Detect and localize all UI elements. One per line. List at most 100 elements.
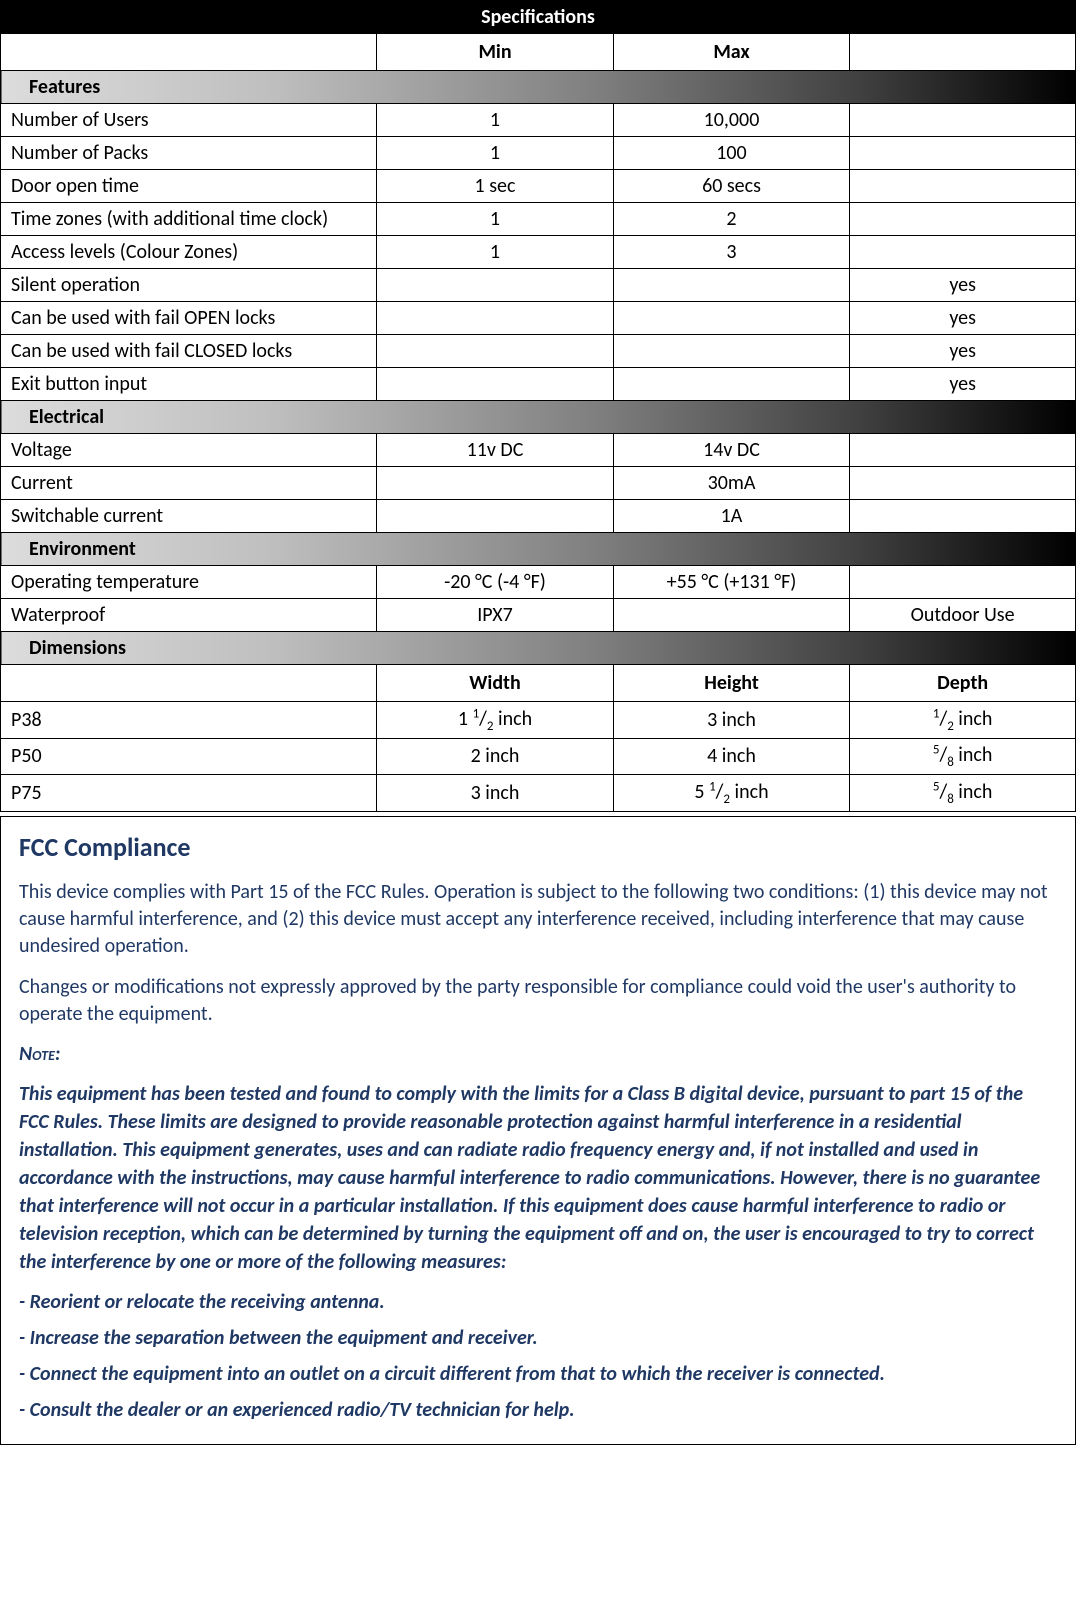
cell-label: P50 xyxy=(1,738,377,775)
cell-label: Exit button input xyxy=(1,368,377,401)
cell-max: 1A xyxy=(613,500,850,533)
table-row: Can be used with fail CLOSED locks yes xyxy=(1,335,1076,368)
cell-min: 1 xyxy=(377,203,614,236)
cell-label: Waterproof xyxy=(1,599,377,632)
table-row: Exit button input yes xyxy=(1,368,1076,401)
cell-min xyxy=(377,302,614,335)
cell-label: Can be used with fail CLOSED locks xyxy=(1,335,377,368)
cell-max: 60 secs xyxy=(613,170,850,203)
cell-label: Switchable current xyxy=(1,500,377,533)
table-row: Silent operation yes xyxy=(1,269,1076,302)
cell-label: Silent operation xyxy=(1,269,377,302)
cell-max: 100 xyxy=(613,137,850,170)
cell-width: 2 inch xyxy=(377,738,614,775)
cell-max xyxy=(613,302,850,335)
compliance-para-2: Changes or modifications not expressly a… xyxy=(19,974,1057,1028)
table-row: Time zones (with additional time clock)1… xyxy=(1,203,1076,236)
cell-label: Voltage xyxy=(1,434,377,467)
note-body: This equipment has been tested and found… xyxy=(19,1080,1057,1276)
table-row: Door open time1 sec60 secs xyxy=(1,170,1076,203)
cell-width: 3 inch xyxy=(377,775,614,812)
cell-label: P75 xyxy=(1,775,377,812)
spec-body: FeaturesNumber of Users110,000Number of … xyxy=(1,71,1076,812)
bullet-list: - Reorient or relocate the receiving ant… xyxy=(19,1290,1057,1422)
table-row: Number of Users110,000 xyxy=(1,104,1076,137)
section-label: Dimensions xyxy=(1,632,1076,665)
cell-min: 1 xyxy=(377,104,614,137)
cell-label: Time zones (with additional time clock) xyxy=(1,203,377,236)
cell-label: Operating temperature xyxy=(1,566,377,599)
cell-min: 1 sec xyxy=(377,170,614,203)
cell-extra: yes xyxy=(850,368,1076,401)
cell-extra xyxy=(850,104,1076,137)
cell-extra: yes xyxy=(850,269,1076,302)
cell-max xyxy=(613,599,850,632)
spec-title: Specifications xyxy=(1,1,1076,34)
table-row: Voltage11v DC14v DC xyxy=(1,434,1076,467)
section-label: Electrical xyxy=(1,401,1076,434)
cell-max: 30mA xyxy=(613,467,850,500)
cell-height: 3 inch xyxy=(613,702,850,739)
cell-height: 5 1/2 inch xyxy=(613,775,850,812)
cell-extra xyxy=(850,467,1076,500)
cell-max: +55 °C (+131 °F) xyxy=(613,566,850,599)
cell-extra xyxy=(850,137,1076,170)
table-row: P502 inch4 inch5/8 inch xyxy=(1,738,1076,775)
bullet-item: - Connect the equipment into an outlet o… xyxy=(19,1362,1057,1386)
note-label: Note: xyxy=(19,1042,1057,1066)
cell-min: 11v DC xyxy=(377,434,614,467)
cell-max: 2 xyxy=(613,203,850,236)
col-extra-header xyxy=(850,34,1076,71)
specifications-table: Specifications Min Max FeaturesNumber of… xyxy=(0,0,1076,812)
dim-col-depth: Depth xyxy=(850,665,1076,702)
cell-min xyxy=(377,368,614,401)
table-row: Current30mA xyxy=(1,467,1076,500)
dim-header-row: WidthHeightDepth xyxy=(1,665,1076,702)
table-row: Switchable current 1A xyxy=(1,500,1076,533)
cell-label: Door open time xyxy=(1,170,377,203)
cell-max xyxy=(613,269,850,302)
cell-min: 1 xyxy=(377,236,614,269)
cell-max xyxy=(613,335,850,368)
bullet-item: - Increase the separation between the eq… xyxy=(19,1326,1057,1350)
cell-extra xyxy=(850,203,1076,236)
compliance-title: FCC Compliance xyxy=(19,831,1057,863)
cell-extra xyxy=(850,500,1076,533)
spec-header-row: Min Max xyxy=(1,34,1076,71)
cell-extra: yes xyxy=(850,302,1076,335)
table-row: P753 inch5 1/2 inch5/8 inch xyxy=(1,775,1076,812)
cell-max: 14v DC xyxy=(613,434,850,467)
cell-depth: 1/2 inch xyxy=(850,702,1076,739)
dim-col-height: Height xyxy=(613,665,850,702)
section-row: Features xyxy=(1,71,1076,104)
cell-extra xyxy=(850,566,1076,599)
cell-extra: Outdoor Use xyxy=(850,599,1076,632)
cell-depth: 5/8 inch xyxy=(850,775,1076,812)
compliance-para-1: This device complies with Part 15 of the… xyxy=(19,879,1057,960)
col-min-header: Min xyxy=(377,34,614,71)
table-row: Operating temperature-20 °C (-4 °F)+55 °… xyxy=(1,566,1076,599)
section-row: Electrical xyxy=(1,401,1076,434)
cell-label: Number of Users xyxy=(1,104,377,137)
table-row: Access levels (Colour Zones)13 xyxy=(1,236,1076,269)
cell-extra xyxy=(850,236,1076,269)
cell-depth: 5/8 inch xyxy=(850,738,1076,775)
table-row: Number of Packs1100 xyxy=(1,137,1076,170)
cell-min: IPX7 xyxy=(377,599,614,632)
bullet-item: - Reorient or relocate the receiving ant… xyxy=(19,1290,1057,1314)
cell-extra xyxy=(850,170,1076,203)
cell-min xyxy=(377,467,614,500)
cell-label: Number of Packs xyxy=(1,137,377,170)
table-row: P381 1/2 inch3 inch1/2 inch xyxy=(1,702,1076,739)
cell-extra: yes xyxy=(850,335,1076,368)
cell-max xyxy=(613,368,850,401)
cell-max: 10,000 xyxy=(613,104,850,137)
col-max-header: Max xyxy=(613,34,850,71)
table-row: WaterproofIPX7 Outdoor Use xyxy=(1,599,1076,632)
cell-min xyxy=(377,500,614,533)
cell-width: 1 1/2 inch xyxy=(377,702,614,739)
compliance-box: FCC Compliance This device complies with… xyxy=(0,816,1076,1445)
cell-min xyxy=(377,269,614,302)
cell-min xyxy=(377,335,614,368)
dim-col-width: Width xyxy=(377,665,614,702)
